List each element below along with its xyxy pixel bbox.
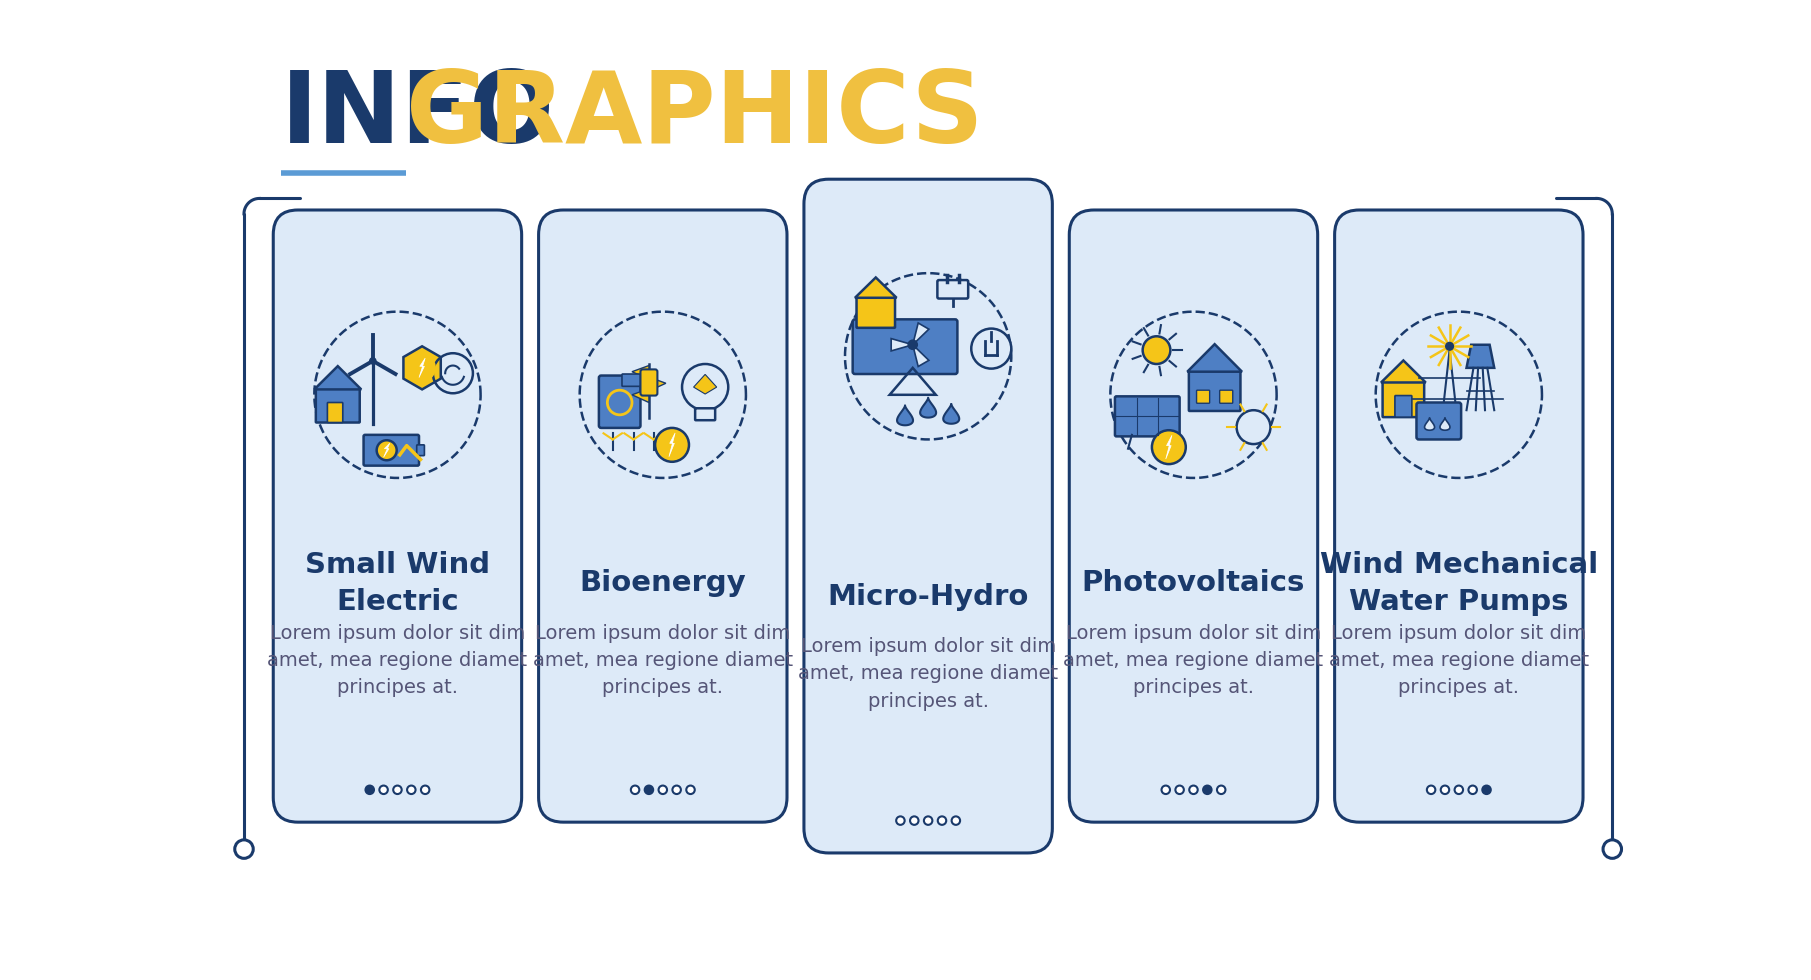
Text: Lorem ipsum dolor sit dim
amet, mea regione diamet
principes at.: Lorem ipsum dolor sit dim amet, mea regi… bbox=[1063, 623, 1324, 697]
Polygon shape bbox=[694, 374, 717, 394]
FancyBboxPatch shape bbox=[804, 179, 1052, 853]
Polygon shape bbox=[1440, 417, 1451, 430]
Polygon shape bbox=[855, 277, 896, 298]
Circle shape bbox=[645, 786, 654, 794]
FancyBboxPatch shape bbox=[417, 445, 424, 456]
FancyBboxPatch shape bbox=[1382, 381, 1423, 417]
Polygon shape bbox=[920, 398, 936, 417]
Polygon shape bbox=[1382, 361, 1425, 382]
Circle shape bbox=[1161, 786, 1170, 794]
Circle shape bbox=[1603, 840, 1621, 858]
FancyBboxPatch shape bbox=[1188, 370, 1241, 411]
Circle shape bbox=[377, 440, 397, 461]
Text: Photovoltaics: Photovoltaics bbox=[1081, 569, 1306, 598]
Circle shape bbox=[630, 786, 639, 794]
Polygon shape bbox=[632, 366, 648, 379]
Polygon shape bbox=[632, 389, 648, 403]
FancyBboxPatch shape bbox=[1335, 210, 1583, 822]
Circle shape bbox=[378, 786, 388, 794]
Circle shape bbox=[1469, 786, 1478, 794]
Polygon shape bbox=[944, 404, 960, 423]
Text: Lorem ipsum dolor sit dim
amet, mea regione diamet
principes at.: Lorem ipsum dolor sit dim amet, mea regi… bbox=[532, 623, 793, 697]
FancyBboxPatch shape bbox=[328, 403, 342, 422]
FancyBboxPatch shape bbox=[641, 369, 657, 396]
FancyBboxPatch shape bbox=[857, 297, 895, 327]
Circle shape bbox=[420, 786, 429, 794]
Circle shape bbox=[951, 816, 960, 825]
Circle shape bbox=[911, 816, 918, 825]
Circle shape bbox=[407, 354, 436, 381]
Text: INFO: INFO bbox=[281, 67, 554, 164]
FancyBboxPatch shape bbox=[938, 280, 969, 299]
Text: Micro-Hydro: Micro-Hydro bbox=[828, 583, 1029, 611]
Circle shape bbox=[1152, 430, 1186, 465]
Circle shape bbox=[924, 816, 933, 825]
FancyBboxPatch shape bbox=[273, 210, 522, 822]
Circle shape bbox=[683, 364, 728, 411]
Circle shape bbox=[407, 786, 415, 794]
Circle shape bbox=[1445, 342, 1454, 350]
FancyBboxPatch shape bbox=[1394, 396, 1413, 417]
Polygon shape bbox=[1188, 344, 1242, 371]
FancyBboxPatch shape bbox=[853, 319, 958, 374]
Circle shape bbox=[896, 816, 906, 825]
Circle shape bbox=[1454, 786, 1463, 794]
Circle shape bbox=[1217, 786, 1226, 794]
Text: Wind Mechanical
Water Pumps: Wind Mechanical Water Pumps bbox=[1320, 551, 1597, 615]
Circle shape bbox=[1237, 411, 1271, 444]
FancyBboxPatch shape bbox=[538, 210, 788, 822]
Circle shape bbox=[1483, 786, 1490, 794]
FancyBboxPatch shape bbox=[1116, 396, 1179, 436]
Polygon shape bbox=[896, 406, 913, 425]
Text: Lorem ipsum dolor sit dim
amet, mea regione diamet
principes at.: Lorem ipsum dolor sit dim amet, mea regi… bbox=[268, 623, 527, 697]
FancyBboxPatch shape bbox=[364, 435, 418, 466]
FancyBboxPatch shape bbox=[695, 409, 715, 420]
Circle shape bbox=[971, 328, 1011, 368]
Polygon shape bbox=[1467, 345, 1494, 368]
Text: Lorem ipsum dolor sit dim
amet, mea regione diamet
principes at.: Lorem ipsum dolor sit dim amet, mea regi… bbox=[1329, 623, 1588, 697]
FancyBboxPatch shape bbox=[621, 374, 641, 386]
Text: GRAPHICS: GRAPHICS bbox=[406, 67, 983, 164]
Circle shape bbox=[659, 786, 666, 794]
Circle shape bbox=[393, 786, 402, 794]
Circle shape bbox=[1427, 786, 1436, 794]
Polygon shape bbox=[668, 433, 676, 457]
FancyBboxPatch shape bbox=[1416, 403, 1461, 439]
FancyBboxPatch shape bbox=[1197, 390, 1210, 404]
Polygon shape bbox=[891, 339, 913, 351]
Circle shape bbox=[1190, 786, 1197, 794]
Circle shape bbox=[235, 840, 254, 858]
Polygon shape bbox=[418, 358, 426, 377]
Polygon shape bbox=[1166, 435, 1172, 459]
Polygon shape bbox=[384, 443, 389, 458]
Circle shape bbox=[369, 358, 377, 364]
Polygon shape bbox=[648, 377, 666, 391]
Circle shape bbox=[907, 340, 918, 349]
Circle shape bbox=[1203, 786, 1212, 794]
FancyBboxPatch shape bbox=[1219, 390, 1233, 404]
Polygon shape bbox=[1425, 417, 1434, 430]
Circle shape bbox=[1175, 786, 1184, 794]
FancyBboxPatch shape bbox=[315, 389, 360, 422]
Polygon shape bbox=[404, 346, 440, 389]
Polygon shape bbox=[913, 345, 929, 367]
Polygon shape bbox=[315, 367, 360, 389]
Circle shape bbox=[938, 816, 945, 825]
Circle shape bbox=[1143, 336, 1170, 364]
FancyBboxPatch shape bbox=[599, 375, 641, 428]
Polygon shape bbox=[913, 323, 929, 345]
Circle shape bbox=[656, 428, 688, 462]
Circle shape bbox=[672, 786, 681, 794]
FancyBboxPatch shape bbox=[1068, 210, 1318, 822]
Circle shape bbox=[366, 786, 373, 794]
Circle shape bbox=[686, 786, 695, 794]
Circle shape bbox=[1442, 786, 1449, 794]
Text: Lorem ipsum dolor sit dim
amet, mea regione diamet
principes at.: Lorem ipsum dolor sit dim amet, mea regi… bbox=[799, 637, 1058, 710]
Text: Bioenergy: Bioenergy bbox=[580, 569, 746, 598]
Text: Small Wind
Electric: Small Wind Electric bbox=[304, 551, 491, 615]
